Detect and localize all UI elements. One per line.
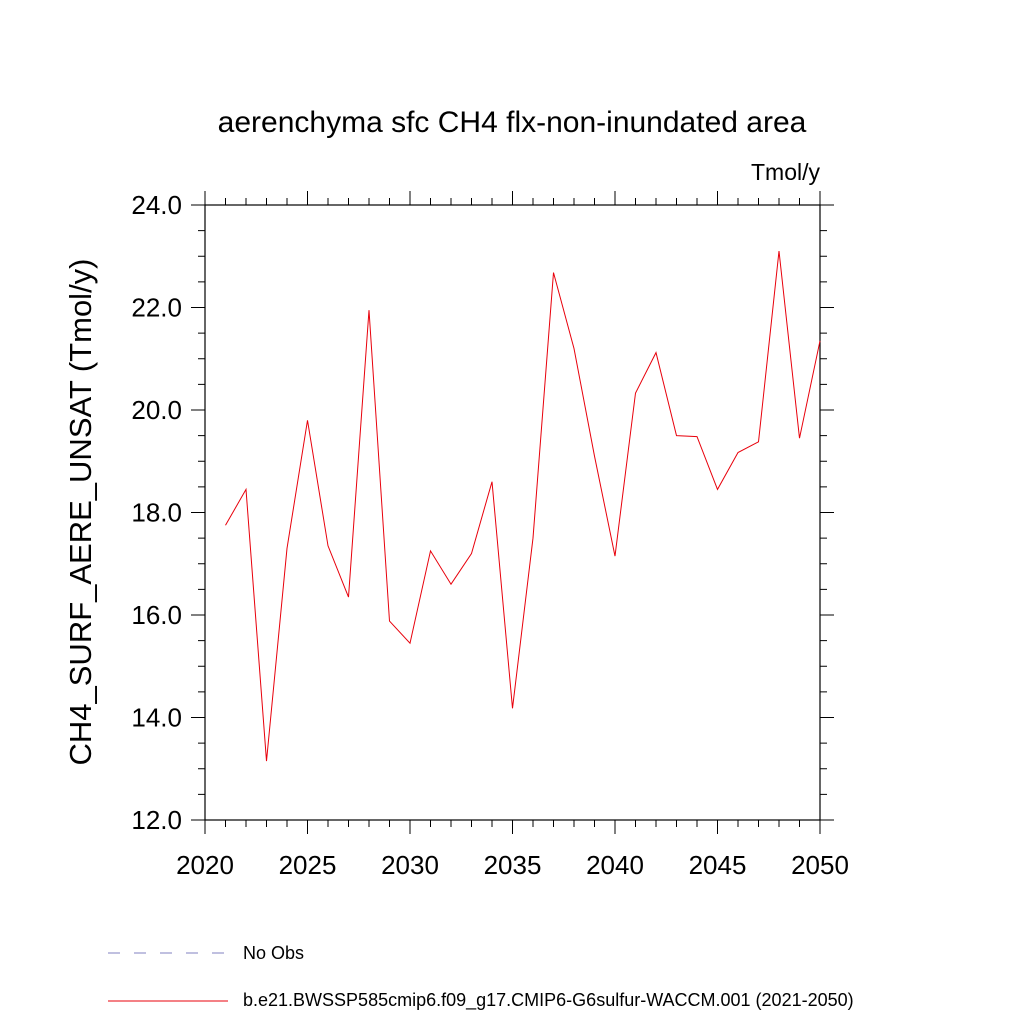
x-tick-label: 2020 (176, 850, 234, 880)
x-tick-labels: 2020 2025 2030 2035 2040 2045 2050 (176, 850, 849, 880)
legend-label-model: b.e21.BWSSP585cmip6.f09_g17.CMIP6-G6sulf… (243, 990, 854, 1011)
y-tick-label: 16.0 (131, 600, 182, 630)
plot-frame (204, 204, 821, 821)
x-tick-label: 2025 (279, 850, 337, 880)
legend-label-no-obs: No Obs (243, 943, 304, 963)
axis-ticks (191, 191, 834, 834)
y-tick-label: 22.0 (131, 293, 182, 323)
x-tick-label: 2035 (484, 850, 542, 880)
y-tick-label: 18.0 (131, 498, 182, 528)
y-tick-label: 20.0 (131, 395, 182, 425)
y-tick-labels: 12.0 14.0 16.0 18.0 20.0 22.0 24.0 (131, 190, 182, 835)
y-tick-label: 12.0 (131, 805, 182, 835)
legend: No Obs b.e21.BWSSP585cmip6.f09_g17.CMIP6… (108, 943, 854, 1011)
x-tick-label: 2045 (689, 850, 747, 880)
x-tick-label: 2040 (586, 850, 644, 880)
y-tick-label: 24.0 (131, 190, 182, 220)
units-label: Tmol/y (751, 159, 821, 185)
series-line (225, 251, 821, 762)
x-tick-label: 2050 (791, 850, 849, 880)
x-tick-label: 2030 (381, 850, 439, 880)
y-tick-label: 14.0 (131, 703, 182, 733)
y-axis-label: CH4_SURF_AERE_UNSAT (Tmol/y) (63, 258, 98, 765)
chart-title: aerenchyma sfc CH4 flx-non-inundated are… (218, 106, 807, 139)
